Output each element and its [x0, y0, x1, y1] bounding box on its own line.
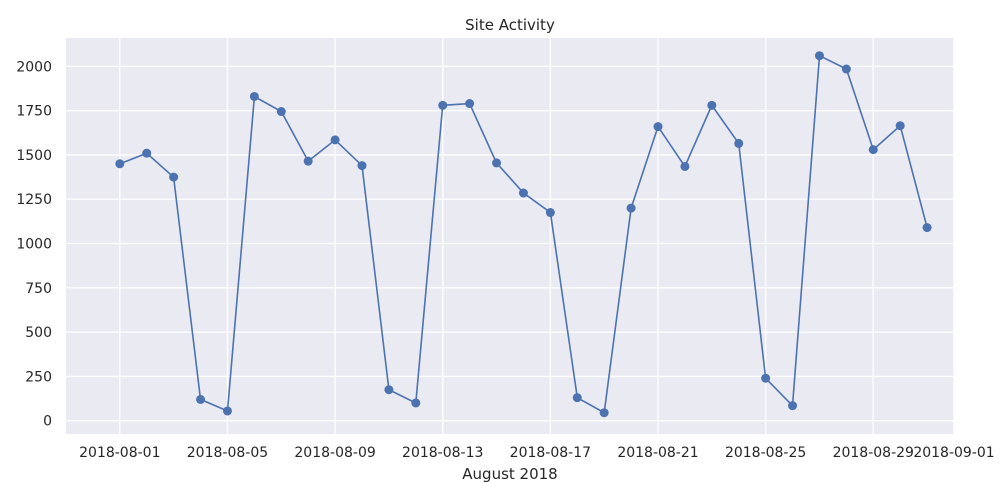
x-tick-label: 2018-08-09 — [294, 445, 375, 461]
data-point — [680, 161, 690, 171]
x-tick-label: 2018-09-01 — [913, 445, 994, 461]
data-point — [653, 122, 663, 132]
data-point — [788, 401, 798, 411]
data-point — [411, 398, 421, 408]
y-tick-label: 1250 — [16, 192, 52, 208]
data-point — [384, 385, 394, 395]
series-layer — [115, 51, 932, 418]
data-point — [868, 145, 878, 155]
data-point — [303, 156, 313, 166]
x-tick-label: 2018-08-29 — [833, 445, 914, 461]
data-point — [249, 91, 259, 101]
data-point — [330, 135, 340, 145]
data-point — [761, 373, 771, 383]
grid-lines — [66, 38, 955, 434]
y-tick-label: 250 — [25, 369, 52, 385]
y-tick-label: 1750 — [16, 104, 52, 120]
data-point — [599, 408, 609, 418]
y-tick-label: 1000 — [16, 237, 52, 253]
plot-background — [66, 38, 954, 434]
x-tick-label: 2018-08-05 — [187, 445, 268, 461]
y-tick-label: 1500 — [16, 148, 52, 164]
x-tick-label: 2018-08-25 — [725, 445, 806, 461]
x-axis-label: August 2018 — [462, 465, 557, 483]
data-point — [357, 161, 367, 171]
data-point — [276, 107, 286, 117]
data-point — [492, 158, 502, 168]
data-point — [895, 121, 905, 131]
data-point — [734, 138, 744, 148]
data-point — [465, 99, 475, 109]
data-point — [814, 51, 824, 61]
x-tick-label: 2018-08-13 — [402, 445, 483, 461]
data-point — [518, 188, 528, 198]
data-point — [196, 394, 206, 404]
data-point — [841, 64, 851, 74]
x-tick-label: 2018-08-01 — [79, 445, 160, 461]
data-point — [222, 406, 232, 416]
x-tick-label: 2018-08-17 — [510, 445, 591, 461]
data-point — [572, 393, 582, 403]
data-point — [707, 100, 717, 110]
data-point — [438, 100, 448, 110]
y-tick-label: 500 — [25, 325, 52, 341]
x-axis-ticks: 2018-08-01 2018-08-05 2018-08-09 2018-08-13… — [79, 445, 995, 461]
y-tick-label: 750 — [25, 281, 52, 297]
chart-title: Site Activity — [465, 16, 555, 34]
data-point — [115, 159, 125, 169]
x-tick-label: 2018-08-21 — [617, 445, 698, 461]
data-point — [142, 148, 152, 158]
data-point — [545, 208, 555, 218]
data-point — [626, 203, 636, 213]
y-tick-label: 2000 — [16, 59, 52, 75]
data-point — [169, 172, 179, 182]
y-axis-ticks: 0 250 500 750 1000 1250 1500 1750 2000 — [16, 59, 52, 429]
y-tick-label: 0 — [43, 414, 52, 430]
data-point — [922, 223, 932, 233]
